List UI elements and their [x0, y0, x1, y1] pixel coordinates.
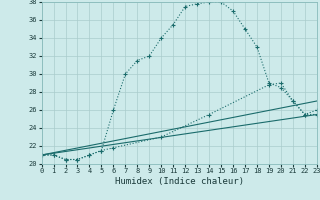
X-axis label: Humidex (Indice chaleur): Humidex (Indice chaleur) [115, 177, 244, 186]
